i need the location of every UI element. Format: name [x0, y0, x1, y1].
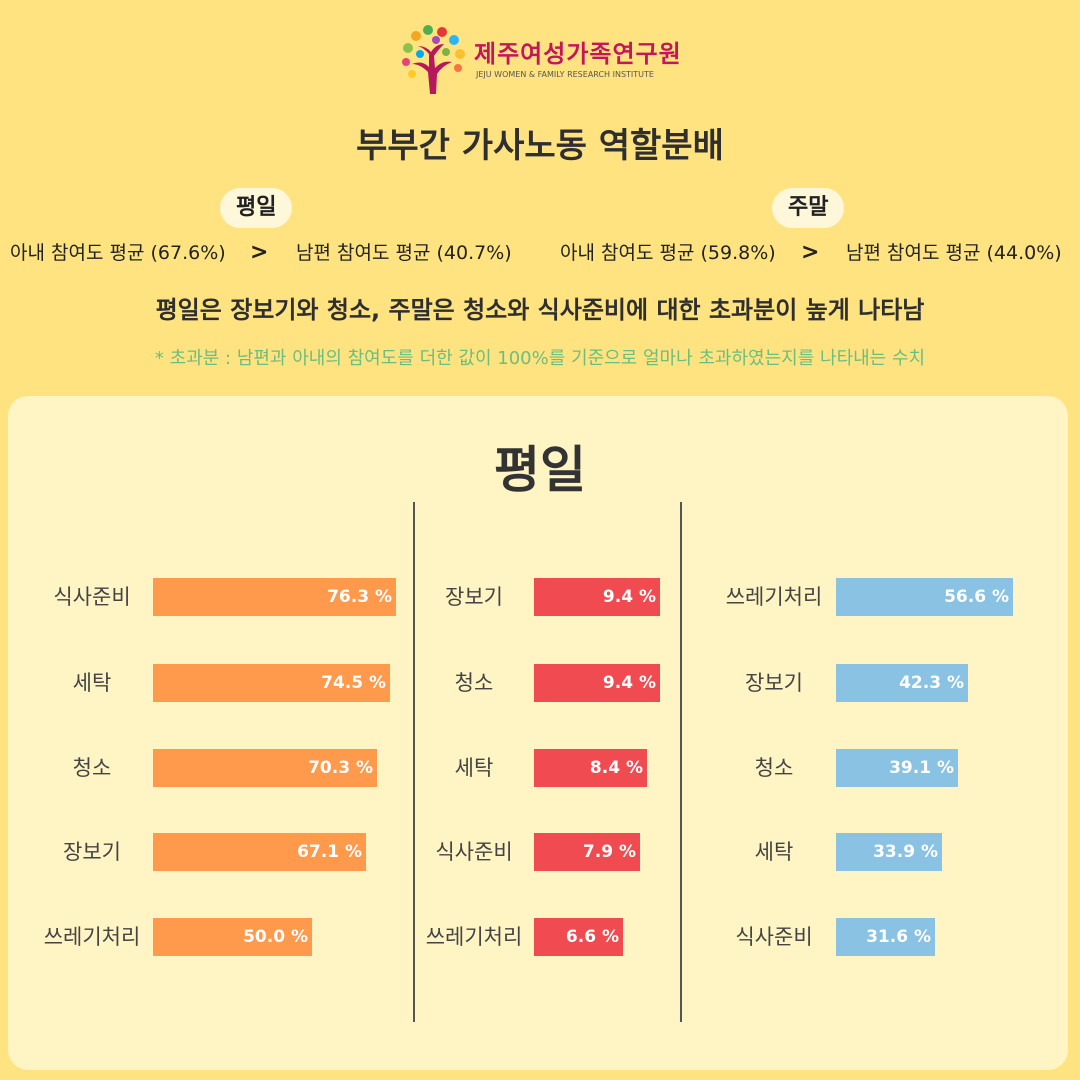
bar — [836, 918, 935, 956]
page-title: 부부간 가사노동 역할분배 — [356, 126, 724, 166]
footnote: * 초과분 : 남편과 아내의 참여도를 더한 값이 100%를 기준으로 얼마… — [154, 348, 926, 369]
bar — [836, 833, 942, 871]
category-label: 쓰레기처리 — [425, 925, 523, 949]
column-divider-1 — [413, 502, 415, 1022]
bar — [534, 664, 660, 702]
category-label: 청소 — [754, 756, 794, 780]
category-label: 세탁 — [454, 756, 494, 780]
category-label: 식사준비 — [735, 925, 813, 949]
bar-value-label: 9.4 % — [602, 587, 656, 607]
tree-logo-icon — [402, 25, 465, 94]
bar — [836, 664, 968, 702]
bar — [534, 833, 640, 871]
weekend-husband-average: 남편 참여도 평균 (44.0%) — [846, 242, 1062, 264]
category-label: 쓰레기처리 — [43, 925, 141, 949]
weekend-greater-than: > — [801, 240, 820, 265]
bar-value-label: 74.5 % — [321, 673, 386, 693]
bar-value-label: 8.4 % — [589, 758, 643, 778]
bar-value-label: 67.1 % — [297, 842, 362, 862]
bar — [153, 578, 396, 616]
logo-subtitle: JEJU WOMEN & FAMILY RESEARCH INSTITUTE — [476, 70, 654, 79]
bar-value-label: 7.9 % — [582, 842, 636, 862]
logo: 제주여성가족연구원 JEJU WOMEN & FAMILY RESEARCH I… — [398, 24, 688, 96]
bar-value-label: 9.4 % — [602, 673, 656, 693]
headline: 평일은 장보기와 청소, 주말은 청소와 식사준비에 대한 초과분이 높게 나타… — [155, 296, 925, 324]
category-label: 장보기 — [445, 585, 503, 609]
weekday-pill: 평일 — [220, 188, 293, 228]
column-divider-2 — [680, 502, 682, 1022]
bar — [153, 749, 377, 787]
category-label: 식사준비 — [53, 585, 131, 609]
bar-value-label: 39.1 % — [889, 758, 954, 778]
category-label: 청소 — [72, 756, 112, 780]
category-label: 세탁 — [72, 671, 112, 695]
bar — [836, 578, 1013, 616]
bar-value-label: 33.9 % — [873, 842, 938, 862]
category-label: 장보기 — [745, 671, 803, 695]
weekday-wife-average: 아내 참여도 평균 (67.6%) — [10, 242, 226, 264]
bar-value-label: 31.6 % — [866, 927, 931, 947]
weekday-greater-than: > — [250, 240, 269, 265]
bar-value-label: 42.3 % — [899, 673, 964, 693]
weekend-pill: 주말 — [772, 188, 845, 228]
bar — [153, 833, 366, 871]
category-label: 청소 — [454, 671, 494, 695]
bar — [153, 918, 312, 956]
bar — [534, 749, 647, 787]
bar-value-label: 50.0 % — [243, 927, 308, 947]
bar — [153, 664, 390, 702]
bar-value-label: 70.3 % — [308, 758, 373, 778]
weekday-husband-average: 남편 참여도 평균 (40.7%) — [296, 242, 512, 264]
bar — [534, 918, 623, 956]
logo-name: 제주여성가족연구원 — [474, 40, 682, 68]
bar — [534, 578, 660, 616]
bar-value-label: 76.3 % — [327, 587, 392, 607]
bar-value-label: 56.6 % — [944, 587, 1009, 607]
category-label: 장보기 — [63, 840, 121, 864]
category-label: 식사준비 — [435, 840, 513, 864]
category-label: 쓰레기처리 — [725, 585, 823, 609]
bar — [836, 749, 958, 787]
bar-value-label: 6.6 % — [565, 927, 619, 947]
weekend-wife-average: 아내 참여도 평균 (59.8%) — [560, 242, 776, 264]
category-label: 세탁 — [754, 840, 794, 864]
chart-panel — [8, 396, 1068, 1070]
panel-title: 평일 — [494, 441, 586, 499]
